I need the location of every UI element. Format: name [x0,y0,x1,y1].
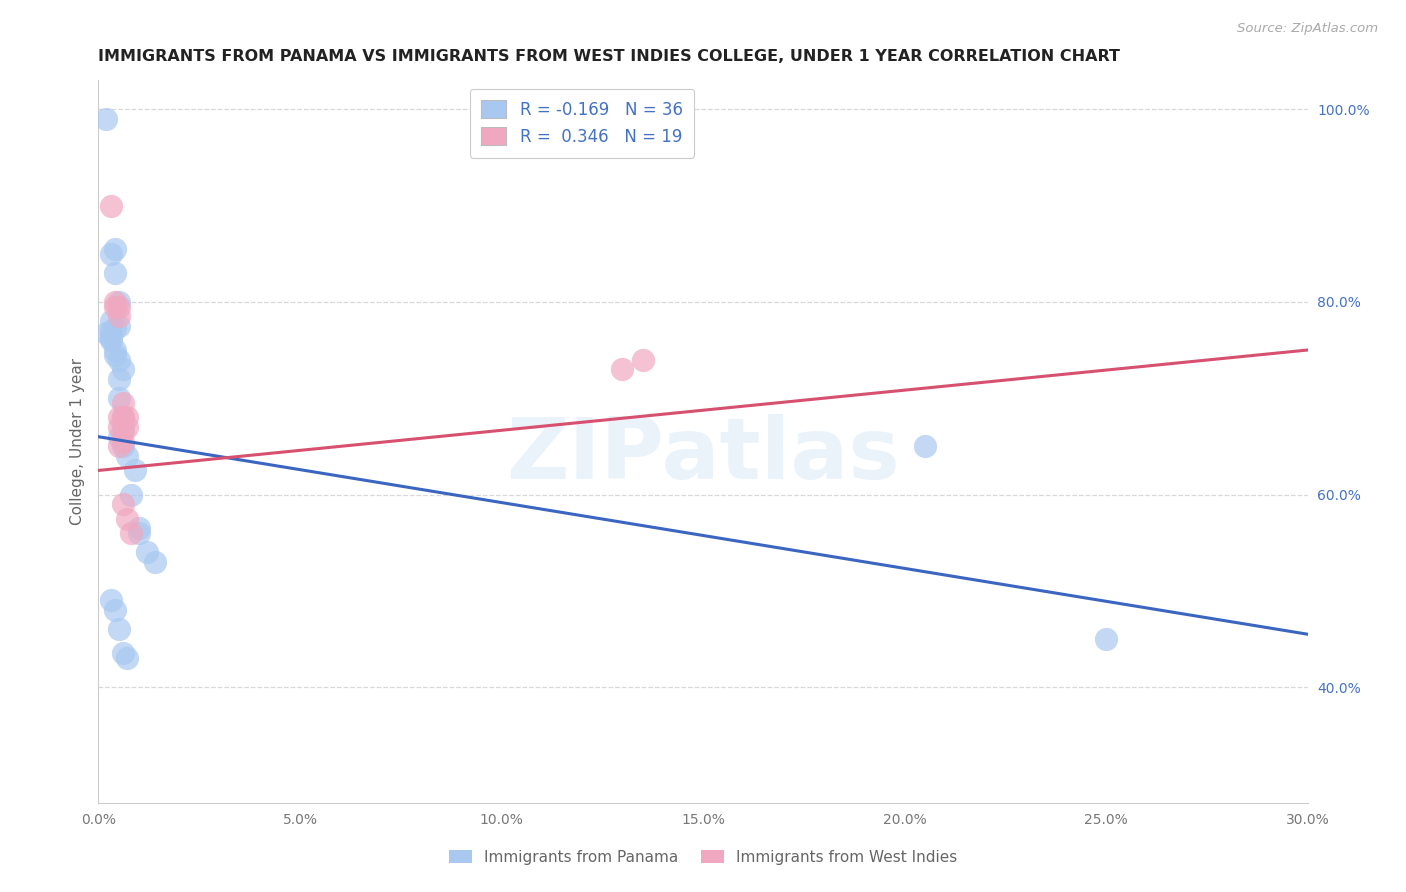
Point [107,410,129,425]
Point [631,352,654,367]
Point [120,487,142,501]
Point [107,294,129,309]
Point [111,425,134,439]
Point [107,623,129,637]
Point [115,420,138,434]
Y-axis label: College, Under 1 year: College, Under 1 year [69,358,84,525]
Point [103,348,125,362]
Point [128,526,150,541]
Point [107,300,129,314]
Text: Source: ZipAtlas.com: Source: ZipAtlas.com [1237,22,1378,36]
Point [115,651,138,665]
Point [107,430,129,444]
Point [100,334,122,348]
Point [111,497,134,511]
Point [107,372,129,386]
Point [100,198,122,212]
Point [103,242,125,256]
Point [107,420,129,434]
Point [100,324,122,338]
Point [111,396,134,410]
Point [128,521,150,535]
Point [612,362,634,376]
Point [1095,632,1118,646]
Point [107,352,129,367]
Point [115,511,138,525]
Point [100,593,122,607]
Point [107,439,129,453]
Point [115,449,138,463]
Point [107,391,129,405]
Point [100,331,122,345]
Point [103,321,125,335]
Point [107,310,129,324]
Point [103,603,125,617]
Point [111,420,134,434]
Point [143,555,166,569]
Point [914,439,936,453]
Point [107,318,129,333]
Point [96,326,118,340]
Point [111,362,134,376]
Point [103,294,125,309]
Point [111,434,134,449]
Point [135,545,157,559]
Point [111,439,134,453]
Point [100,246,122,260]
Legend: R = -0.169   N = 36, R =  0.346   N = 19: R = -0.169 N = 36, R = 0.346 N = 19 [470,88,695,158]
Legend: Immigrants from Panama, Immigrants from West Indies: Immigrants from Panama, Immigrants from … [443,844,963,871]
Point [100,314,122,328]
Point [96,112,118,126]
Point [103,266,125,280]
Point [103,300,125,314]
Point [115,410,138,425]
Point [111,647,134,661]
Text: ZIPatlas: ZIPatlas [506,415,900,498]
Point [103,343,125,357]
Point [124,463,146,477]
Point [111,410,134,425]
Point [120,526,142,541]
Text: IMMIGRANTS FROM PANAMA VS IMMIGRANTS FROM WEST INDIES COLLEGE, UNDER 1 YEAR CORR: IMMIGRANTS FROM PANAMA VS IMMIGRANTS FRO… [98,49,1121,64]
Point [111,410,134,425]
